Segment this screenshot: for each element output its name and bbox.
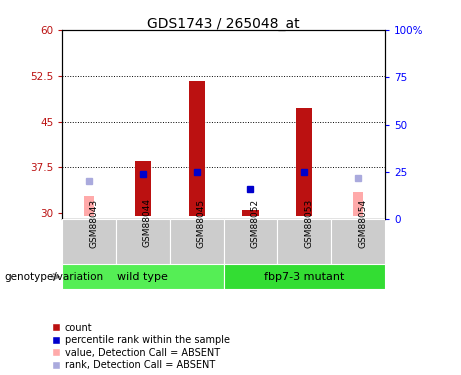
Bar	[170, 219, 224, 264]
Bar	[189, 81, 205, 216]
Bar	[116, 219, 170, 264]
Bar	[296, 108, 313, 216]
Bar	[278, 219, 331, 264]
Bar	[84, 196, 94, 216]
Text: GSM88044: GSM88044	[143, 198, 152, 248]
Text: fbp7-3 mutant: fbp7-3 mutant	[264, 272, 344, 282]
Text: wild type: wild type	[118, 272, 168, 282]
Bar	[62, 264, 224, 289]
Legend: count, percentile rank within the sample, value, Detection Call = ABSENT, rank, : count, percentile rank within the sample…	[51, 323, 230, 370]
Text: GSM88045: GSM88045	[197, 198, 206, 248]
Bar	[353, 192, 363, 216]
Bar	[331, 219, 385, 264]
Text: GSM88052: GSM88052	[250, 198, 260, 248]
Text: GSM88054: GSM88054	[358, 198, 367, 248]
Bar	[135, 161, 151, 216]
Bar	[62, 219, 116, 264]
Text: GSM88053: GSM88053	[304, 198, 313, 248]
Bar	[224, 219, 278, 264]
Text: genotype/variation: genotype/variation	[5, 272, 104, 282]
Bar	[242, 210, 259, 216]
Text: GDS1743 / 265048_at: GDS1743 / 265048_at	[147, 17, 300, 31]
Bar	[224, 264, 385, 289]
Text: GSM88043: GSM88043	[89, 198, 98, 248]
